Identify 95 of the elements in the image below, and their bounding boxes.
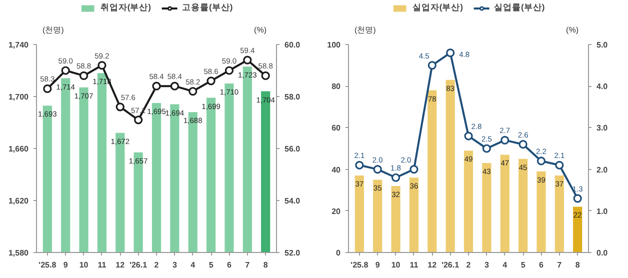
- y-tick-label: 1,620: [8, 196, 30, 206]
- y-axis-title: (천명): [354, 26, 376, 34]
- x-tick-label: 11: [98, 260, 107, 270]
- x-tick-label: 6: [539, 260, 544, 270]
- point: [224, 66, 234, 75]
- point: [79, 71, 88, 80]
- legend-label: 실업률(부산): [494, 2, 545, 14]
- point: [188, 87, 198, 96]
- y2-tick-label: 3.0: [596, 124, 608, 133]
- point: [243, 56, 252, 64]
- x-tick-label: '26.1: [442, 260, 460, 270]
- point: [116, 102, 124, 112]
- x-tick-label: 4: [502, 260, 508, 270]
- bar: [536, 171, 546, 252]
- point: [536, 156, 546, 166]
- bar: [428, 90, 437, 252]
- x-tick-label: 5: [520, 260, 526, 270]
- legend-label: 실업자(부산): [412, 2, 463, 14]
- bar: [482, 163, 492, 252]
- y-tick-label: 1,700: [8, 92, 30, 102]
- point: [261, 71, 270, 80]
- point: [573, 194, 582, 203]
- point: [410, 165, 418, 174]
- y2-axis-title: (%): [254, 26, 267, 34]
- bar: [373, 180, 382, 252]
- x-tick-label: 5: [208, 260, 214, 270]
- bar: [409, 178, 418, 252]
- y-tick-label: 40: [332, 165, 342, 174]
- y2-tick-label: 54.0: [284, 196, 301, 206]
- point: [61, 66, 70, 75]
- x-tick-label: '25.8: [350, 260, 369, 270]
- legend-label: 취업자(부산): [100, 2, 151, 14]
- y2-tick-label: 52.0: [284, 248, 301, 258]
- y2-tick-label: 0.0: [596, 248, 608, 258]
- x-tick-label: 7: [245, 260, 250, 270]
- x-tick-label: 10: [79, 260, 89, 270]
- bar: [446, 80, 455, 252]
- x-tick-label: 12: [428, 260, 438, 270]
- x-tick-label: 8: [575, 260, 580, 270]
- bar: [500, 154, 510, 252]
- bar: [464, 150, 474, 252]
- point: [98, 61, 106, 70]
- y2-tick-label: 56.0: [284, 144, 301, 154]
- bar: [391, 186, 400, 252]
- y-tick-label: 80: [332, 82, 342, 92]
- y2-tick-label: 60.0: [284, 40, 301, 50]
- x-tick-label: 9: [63, 260, 68, 270]
- x-tick-label: 2: [466, 260, 472, 270]
- x-tick-label: 10: [391, 260, 401, 270]
- point: [355, 160, 364, 170]
- x-tick-label: 3: [172, 260, 178, 270]
- point: [43, 84, 52, 93]
- y-tick-label: 60: [332, 124, 342, 133]
- point: [518, 140, 528, 149]
- y-tick-label: 1,580: [8, 248, 30, 258]
- point: [134, 116, 143, 124]
- point: [428, 61, 436, 70]
- bar: [554, 176, 564, 252]
- y2-tick-label: 2.0: [596, 165, 608, 174]
- x-tick-label: '25.8: [38, 260, 57, 270]
- x-tick-label: 6: [227, 260, 232, 270]
- point: [464, 132, 473, 140]
- y-tick-label: 1,740: [8, 40, 30, 50]
- point: [391, 173, 400, 182]
- x-tick-label: 2: [154, 260, 160, 270]
- x-tick-label: 8: [263, 260, 268, 270]
- y2-tick-label: 4.0: [596, 82, 608, 92]
- x-tick-label: 9: [375, 260, 380, 270]
- y-tick-label: 0: [336, 248, 342, 258]
- x-tick-label: 4: [190, 260, 196, 270]
- y2-axis-title: (%): [566, 26, 579, 34]
- legend-label: 고용률(부산): [182, 2, 233, 14]
- bar: [354, 176, 364, 252]
- y-tick-label: 1,660: [8, 144, 30, 154]
- point: [446, 48, 455, 58]
- x-tick-label: 11: [410, 260, 419, 270]
- point: [482, 144, 491, 153]
- y-tick-label: 20: [332, 206, 342, 216]
- y2-tick-label: 1.0: [596, 206, 608, 216]
- x-tick-label: '26.1: [130, 260, 148, 270]
- bar: [518, 158, 528, 252]
- x-tick-label: 12: [116, 260, 126, 270]
- x-tick-label: 7: [557, 260, 562, 270]
- bar: [573, 206, 582, 252]
- y2-tick-label: 58.0: [284, 92, 301, 102]
- y-axis-title: (천명): [42, 26, 64, 34]
- x-tick-label: 3: [484, 260, 490, 270]
- point: [555, 160, 564, 170]
- point: [500, 136, 510, 144]
- point: [152, 82, 161, 90]
- point: [206, 76, 216, 86]
- y-tick-label: 100: [327, 40, 342, 50]
- point: [170, 82, 179, 90]
- y2-tick-label: 5.0: [596, 40, 608, 50]
- point: [373, 165, 382, 174]
